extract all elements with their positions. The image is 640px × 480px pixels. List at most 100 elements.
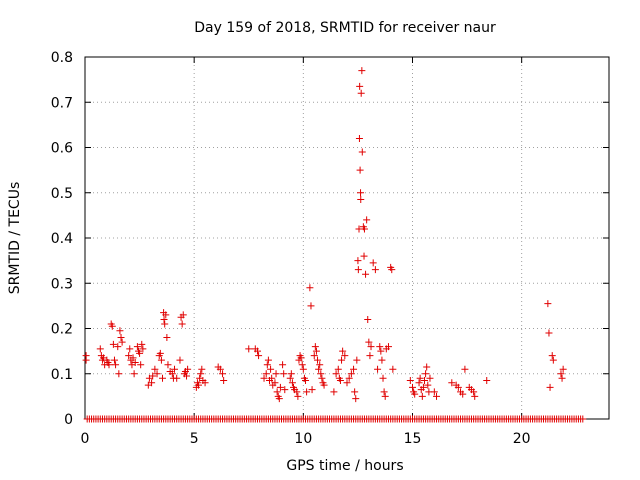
data-point [314, 356, 322, 364]
data-point [363, 216, 371, 224]
data-point [419, 383, 427, 391]
data-point [356, 166, 364, 174]
data-point [356, 82, 364, 90]
data-point [138, 340, 146, 348]
data-point [544, 300, 552, 308]
data-point [461, 365, 469, 373]
data-point [126, 345, 134, 353]
data-point [316, 361, 324, 369]
data-point [364, 315, 372, 323]
data-point [164, 361, 172, 369]
data-point [426, 374, 434, 382]
y-tick-label: 0.7 [51, 95, 73, 111]
data-point [288, 379, 296, 387]
data-point [367, 343, 375, 351]
data-point [371, 266, 379, 274]
grid-lines [85, 57, 609, 419]
data-point [330, 388, 338, 396]
data-point [116, 327, 124, 335]
data-point [354, 266, 362, 274]
data-point [272, 370, 280, 378]
data-point [297, 354, 305, 362]
data-point [376, 343, 384, 351]
data-point [377, 347, 385, 355]
y-tick-label: 0.6 [51, 141, 73, 157]
data-point [471, 392, 479, 400]
data-point [415, 379, 423, 387]
data-point [153, 370, 161, 378]
data-point [302, 377, 310, 385]
data-point [195, 381, 203, 389]
data-point [125, 352, 133, 360]
data-point [416, 374, 424, 382]
data-point [178, 320, 186, 328]
data-point [341, 352, 349, 360]
data-point [267, 365, 275, 373]
y-tick-label: 0.2 [51, 322, 73, 338]
data-point [306, 284, 314, 292]
data-point [294, 392, 302, 400]
data-point [357, 89, 365, 97]
data-point [82, 356, 90, 364]
data-point [338, 356, 346, 364]
data-point [286, 374, 294, 382]
data-point [163, 334, 171, 342]
data-point [350, 365, 358, 373]
data-point [557, 370, 565, 378]
data-point [260, 374, 268, 382]
data-point [380, 388, 388, 396]
data-point [137, 361, 145, 369]
data-point [459, 390, 467, 398]
data-point [139, 345, 147, 353]
data-point [173, 374, 181, 382]
y-tick-label: 0.5 [51, 186, 73, 202]
data-point [255, 352, 263, 360]
data-point [355, 134, 363, 142]
data-point [280, 370, 288, 378]
data-point [148, 379, 156, 387]
data-point [168, 370, 176, 378]
data-point [315, 365, 323, 373]
data-point [271, 379, 279, 387]
data-point [219, 370, 227, 378]
chart-title: Day 159 of 2018, SRMTID for receiver nau… [194, 20, 496, 36]
data-point [276, 383, 284, 391]
data-point [384, 343, 392, 351]
data-point [311, 343, 319, 351]
data-point [275, 395, 283, 403]
data-point [409, 383, 416, 391]
data-point [352, 395, 360, 403]
data-point [112, 361, 120, 369]
data-point [171, 365, 179, 373]
data-point [336, 377, 344, 385]
data-point [273, 388, 281, 396]
data-point [216, 365, 224, 373]
data-point [114, 343, 122, 351]
data-point [549, 356, 557, 364]
data-point [318, 374, 326, 382]
data-point [360, 225, 368, 233]
data-point [151, 365, 159, 373]
data-point [197, 370, 205, 378]
data-point [312, 347, 320, 355]
data-point [357, 189, 365, 197]
data-point [558, 374, 566, 382]
data-point [360, 252, 368, 260]
data-point [548, 352, 556, 360]
data-point [430, 388, 438, 396]
data-point [262, 370, 270, 378]
data-point [117, 334, 125, 342]
data-point [369, 259, 377, 267]
data-point [105, 361, 113, 369]
data-point [157, 356, 165, 364]
data-point [162, 311, 170, 319]
data-point [131, 358, 139, 366]
data-point [281, 386, 289, 394]
data-point [133, 343, 141, 351]
data-point [379, 374, 387, 382]
data-point [299, 365, 307, 373]
data-point [317, 370, 325, 378]
data-point [253, 347, 261, 355]
